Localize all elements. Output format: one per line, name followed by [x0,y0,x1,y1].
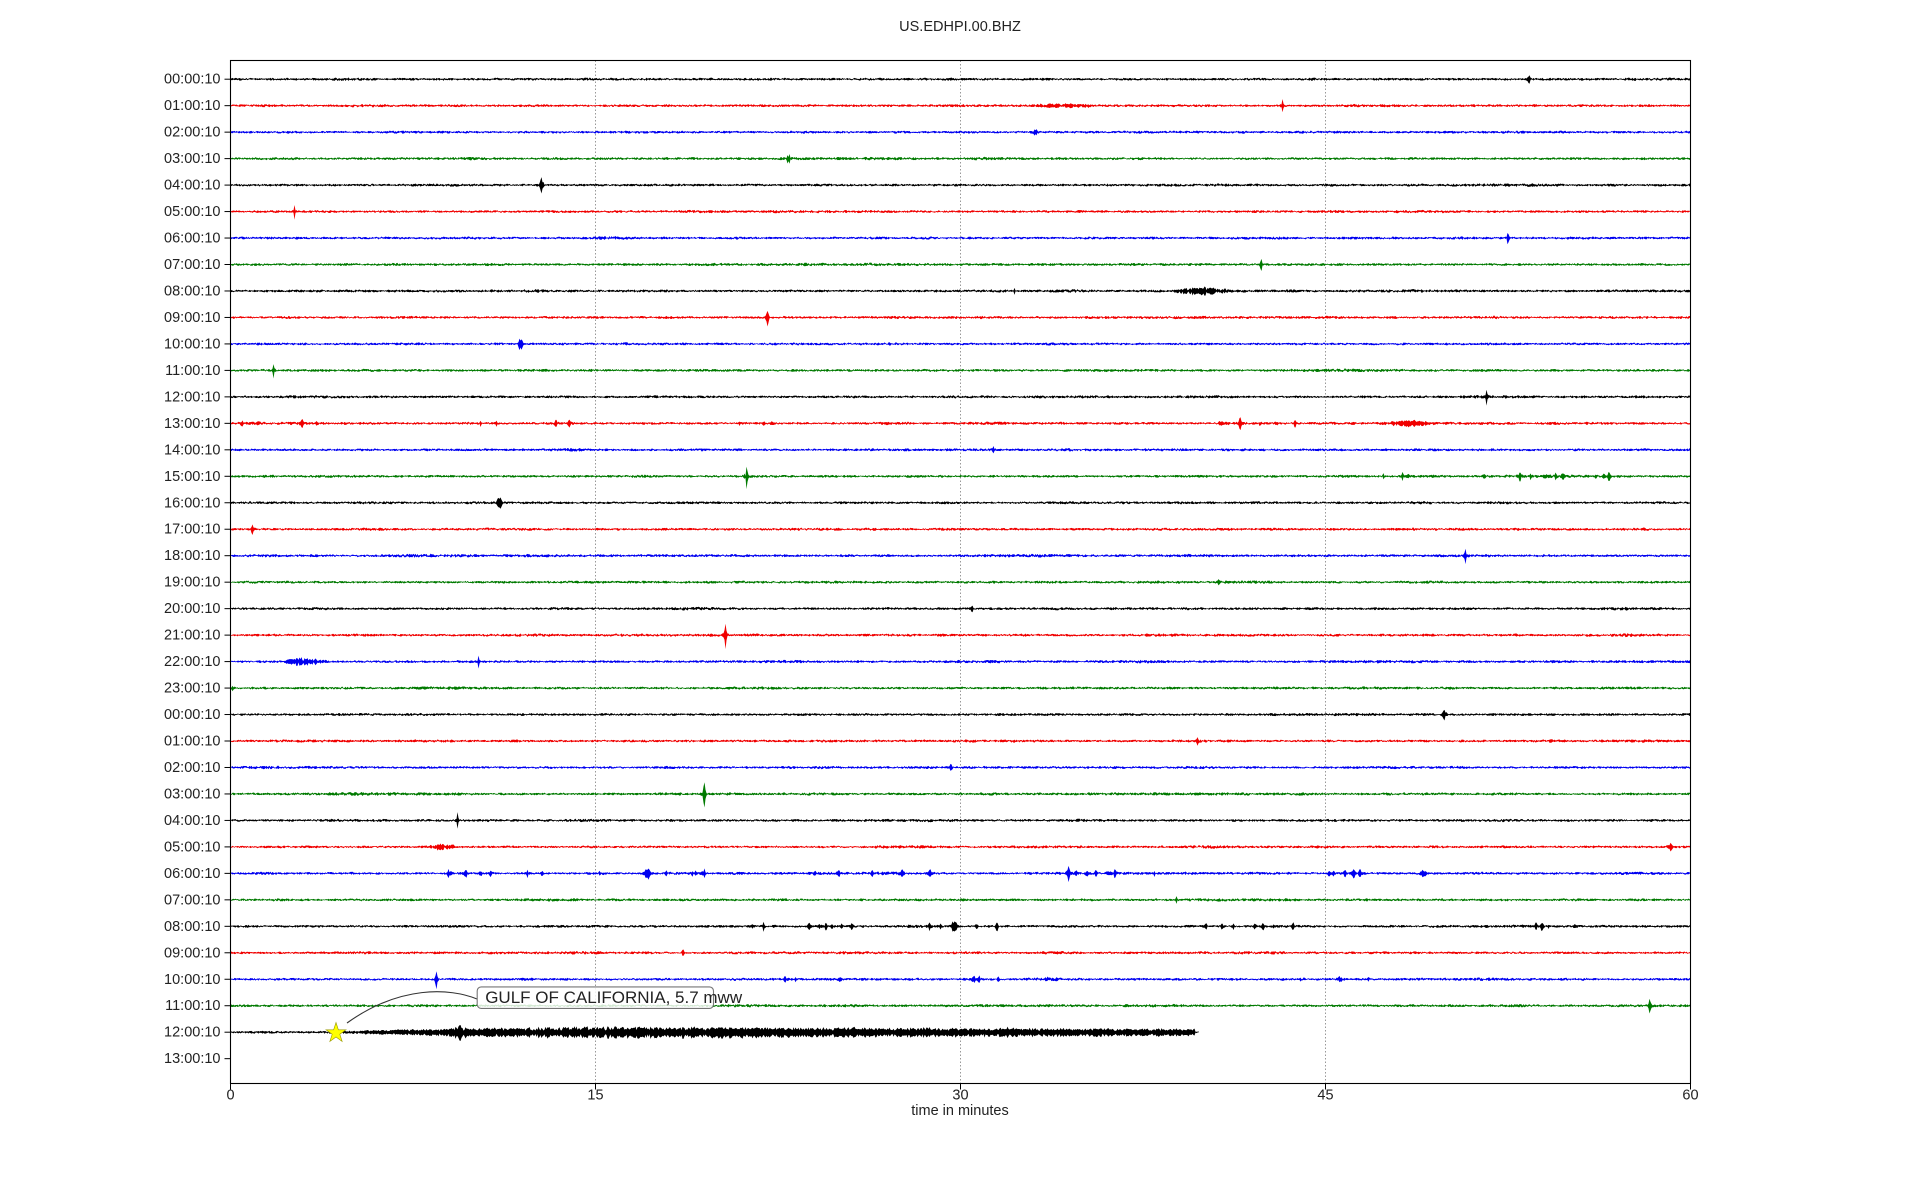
svg-text:04:00:10: 04:00:10 [164,813,220,829]
svg-text:13:00:10: 13:00:10 [164,416,220,432]
svg-text:GULF OF CALIFORNIA, 5.7 mww: GULF OF CALIFORNIA, 5.7 mww [485,988,743,1007]
svg-text:15:00:10: 15:00:10 [164,469,220,485]
svg-text:18:00:10: 18:00:10 [164,548,220,564]
svg-text:20:00:10: 20:00:10 [164,601,220,617]
svg-text:09:00:10: 09:00:10 [164,945,220,961]
svg-text:12:00:10: 12:00:10 [164,1025,220,1041]
svg-text:14:00:10: 14:00:10 [164,442,220,458]
svg-text:08:00:10: 08:00:10 [164,283,220,299]
svg-text:10:00:10: 10:00:10 [164,972,220,988]
svg-text:04:00:10: 04:00:10 [164,178,220,194]
svg-text:11:00:10: 11:00:10 [165,998,220,1014]
svg-text:00:00:10: 00:00:10 [164,72,220,88]
svg-text:22:00:10: 22:00:10 [164,654,220,670]
svg-text:60: 60 [1682,1088,1698,1104]
svg-text:06:00:10: 06:00:10 [164,231,220,247]
svg-text:12:00:10: 12:00:10 [164,389,220,405]
svg-text:03:00:10: 03:00:10 [164,786,220,802]
svg-text:23:00:10: 23:00:10 [164,681,220,697]
svg-text:02:00:10: 02:00:10 [164,125,220,141]
svg-text:07:00:10: 07:00:10 [164,892,220,908]
svg-text:08:00:10: 08:00:10 [164,919,220,935]
svg-text:16:00:10: 16:00:10 [164,495,220,511]
svg-text:19:00:10: 19:00:10 [164,575,220,591]
svg-text:15: 15 [587,1088,603,1104]
svg-text:17:00:10: 17:00:10 [164,522,220,538]
svg-text:01:00:10: 01:00:10 [164,734,220,750]
svg-text:03:00:10: 03:00:10 [164,151,220,167]
svg-text:06:00:10: 06:00:10 [164,866,220,882]
svg-text:05:00:10: 05:00:10 [164,204,220,220]
svg-text:30: 30 [952,1088,968,1104]
svg-text:10:00:10: 10:00:10 [164,336,220,352]
svg-text:0: 0 [226,1088,234,1104]
svg-text:07:00:10: 07:00:10 [164,257,220,273]
svg-text:01:00:10: 01:00:10 [164,98,220,114]
svg-text:45: 45 [1317,1088,1333,1104]
svg-text:21:00:10: 21:00:10 [164,628,220,644]
svg-text:11:00:10: 11:00:10 [165,363,220,379]
svg-text:02:00:10: 02:00:10 [164,760,220,776]
svg-text:00:00:10: 00:00:10 [164,707,220,723]
svg-text:13:00:10: 13:00:10 [164,1051,220,1067]
svg-text:05:00:10: 05:00:10 [164,839,220,855]
svg-text:09:00:10: 09:00:10 [164,310,220,326]
